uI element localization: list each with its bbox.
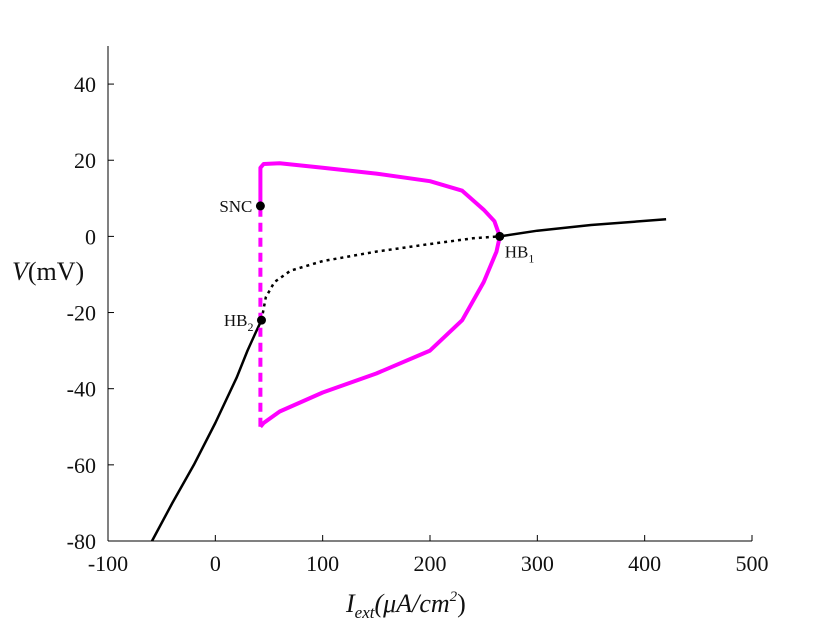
series-line-1 — [150, 319, 263, 542]
plot-area — [150, 161, 667, 542]
y-tick-label: 20 — [74, 148, 96, 173]
y-tick-label: 0 — [85, 224, 96, 249]
x-axis-label-close: ) — [457, 589, 466, 618]
x-axis-label: Iext(μA/cm2) — [345, 589, 466, 622]
x-axis-label-sup: 2 — [450, 589, 458, 605]
x-axis-label-sub: ext — [355, 603, 376, 622]
y-axis-label: V(mV) — [12, 257, 84, 286]
series-line-3 — [499, 218, 667, 238]
point-label-main: SNC — [219, 197, 252, 216]
point-label-3: HB1 — [505, 242, 535, 265]
point-label-sub: 2 — [247, 320, 253, 334]
series-line-2 — [260, 235, 500, 321]
x-tick-label: 200 — [414, 551, 447, 576]
series-line-4 — [258, 161, 502, 429]
y-tick-label: -60 — [67, 453, 96, 478]
y-axis-label-main: V — [12, 257, 31, 286]
x-tick-label: 0 — [210, 551, 221, 576]
point-label-main: HB — [224, 311, 248, 330]
point-marker-3 — [495, 231, 505, 241]
x-axis-label-rest: (μA/cm — [375, 589, 450, 618]
point-label-2: HB2 — [224, 311, 254, 334]
point-label-1: SNC — [219, 197, 252, 216]
point-marker-2 — [256, 315, 266, 325]
y-tick-label: -20 — [67, 301, 96, 326]
y-tick-label: -80 — [67, 529, 96, 554]
x-tick-label: 300 — [521, 551, 554, 576]
y-tick-label: 40 — [74, 72, 96, 97]
y-tick-label: -40 — [67, 377, 96, 402]
x-tick-label: -100 — [88, 551, 128, 576]
point-label-sub: 1 — [528, 251, 534, 265]
x-tick-label: 500 — [736, 551, 769, 576]
x-tick-label: 100 — [306, 551, 339, 576]
x-tick-label: 400 — [628, 551, 661, 576]
y-axis-label-unit: (mV) — [28, 257, 84, 286]
ticks: -100 0 100 200 300 400 500 -80 -60 -40 -20 0 20 40 — [67, 72, 769, 576]
point-marker-1 — [255, 201, 265, 211]
x-axis-label-main: I — [345, 589, 356, 618]
point-label-main: HB — [505, 242, 529, 261]
axes — [107, 46, 752, 542]
